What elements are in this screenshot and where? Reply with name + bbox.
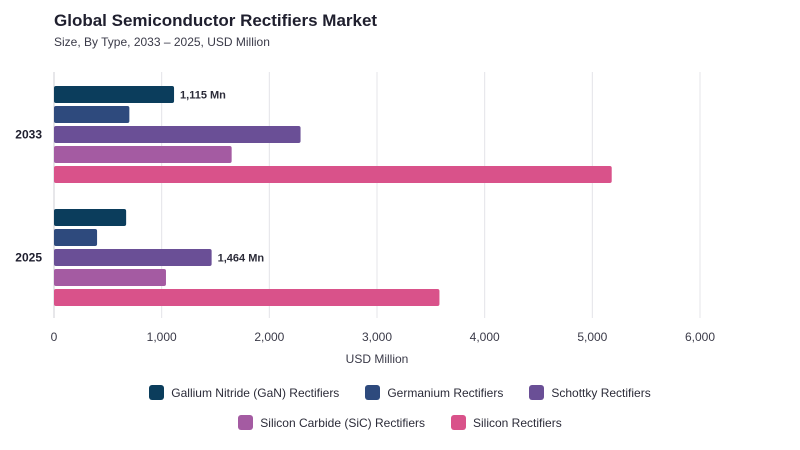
- legend-swatch-gan: [149, 385, 165, 400]
- bar: [54, 249, 212, 266]
- legend-swatch-schottky: [529, 385, 545, 400]
- bar: [54, 146, 232, 163]
- legend-row-2: Silicon Carbide (SiC) Rectifiers Silicon…: [0, 415, 800, 430]
- legend-label-schottky: Schottky Rectifiers: [551, 385, 651, 400]
- legend-label-gan: Gallium Nitride (GaN) Rectifiers: [171, 385, 340, 400]
- bar: [54, 126, 301, 143]
- x-tick-label: 5,000: [577, 330, 607, 344]
- legend-row-1: Gallium Nitride (GaN) Rectifiers Germani…: [0, 385, 800, 400]
- bar: [54, 209, 127, 226]
- legend-swatch-sic: [238, 415, 254, 430]
- data-label: 1,115 Mn: [180, 90, 226, 102]
- bar: [54, 106, 130, 123]
- y-category-label: 2033: [15, 128, 42, 142]
- x-tick-label: 1,000: [147, 330, 177, 344]
- data-label: 1,464 Mn: [218, 253, 265, 265]
- x-tick-label: 3,000: [362, 330, 392, 344]
- legend-swatch-germanium: [365, 385, 381, 400]
- legend-item-silicon[interactable]: Silicon Rectifiers: [451, 415, 562, 430]
- legend-item-schottky[interactable]: Schottky Rectifiers: [529, 385, 651, 400]
- chart-title: Global Semiconductor Rectifiers Market: [54, 11, 378, 30]
- legend-item-sic[interactable]: Silicon Carbide (SiC) Rectifiers: [238, 415, 425, 430]
- bar: [54, 86, 175, 103]
- bar: [54, 289, 440, 306]
- x-tick-label: 4,000: [470, 330, 500, 344]
- x-tick-label: 2,000: [254, 330, 284, 344]
- x-tick-label: 6,000: [685, 330, 715, 344]
- bar-chart: 0 1,000 2,000 3,000 4,000 5,000 6,000 USD Milli…: [15, 72, 715, 366]
- x-axis-title: USD Million: [346, 352, 409, 366]
- bar: [54, 269, 166, 286]
- bar: [54, 166, 612, 183]
- chart-subtitle: Size, By Type, 2033 – 2025, USD Million: [54, 35, 270, 49]
- bar: [54, 229, 98, 246]
- legend-label-sic: Silicon Carbide (SiC) Rectifiers: [260, 415, 425, 430]
- y-category-label: 2025: [15, 251, 42, 265]
- legend-item-gan[interactable]: Gallium Nitride (GaN) Rectifiers: [149, 385, 339, 400]
- legend-item-germanium[interactable]: Germanium Rectifiers: [365, 385, 503, 400]
- legend-label-silicon: Silicon Rectifiers: [473, 415, 562, 430]
- legend-swatch-silicon: [451, 415, 466, 430]
- x-tick-label: 0: [51, 330, 58, 344]
- legend-label-germanium: Germanium Rectifiers: [387, 385, 504, 400]
